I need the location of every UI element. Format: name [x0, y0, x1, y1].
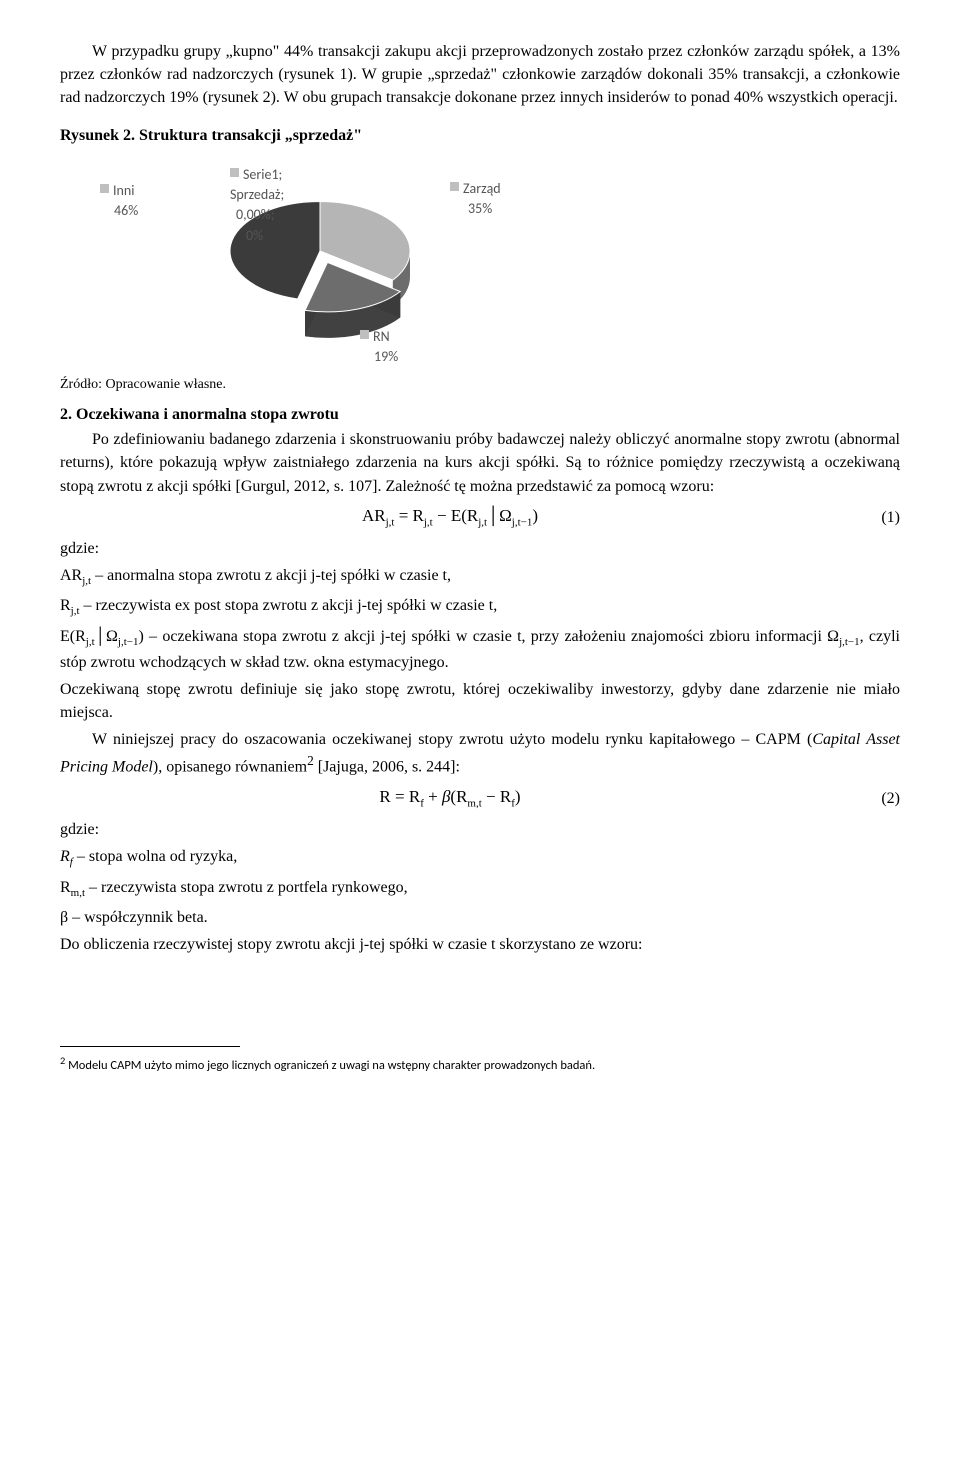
equation-1: ARj,t = Rj,t − E(Rj,t│Ωj,t−1) (1) [60, 504, 900, 531]
intro-paragraph: W przypadku grupy „kupno" 44% transakcji… [60, 40, 900, 110]
section-2-heading: 2. Oczekiwana i anormalna stopa zwrotu [60, 403, 900, 426]
where-label-2: gdzie: [60, 818, 900, 841]
pie-chart-sprzedaz: Inni 46% Serie1; Sprzedaż; 0,00%; 0% Zar… [60, 151, 660, 371]
para-capm: W niniejszej pracy do oszacowania oczeki… [60, 728, 900, 779]
equation-2: R = Rf + β(Rm,t − Rf) (2) [60, 785, 900, 812]
def-R: Rj,t – rzeczywista ex post stopa zwrotu … [60, 594, 900, 620]
figure2-title: Rysunek 2. Struktura transakcji „sprzeda… [60, 124, 900, 147]
para-expected-return-def: Oczekiwaną stopę zwrotu definiuje się ja… [60, 678, 900, 724]
section-2-para: Po zdefiniowaniu badanego zdarzenia i sk… [60, 428, 900, 498]
def-Rmt: Rm,t – rzeczywista stopa zwrotu z portfe… [60, 876, 900, 902]
def-AR: ARj,t – anormalna stopa zwrotu z akcji j… [60, 564, 900, 590]
footnote-separator [60, 1046, 240, 1047]
def-Rf: Rf – stopa wolna od ryzyka, [60, 845, 900, 871]
figure2-source: Źródło: Opracowanie własne. [60, 375, 900, 395]
pie-label-inni: Inni 46% [100, 181, 138, 222]
pie-label-zarzad: Zarząd 35% [450, 179, 501, 220]
def-E: E(Rj,t│Ωj,t−1) – oczekiwana stopa zwrotu… [60, 625, 900, 674]
pie-center-series-label: Serie1; Sprzedaż; 0,00%; 0% [230, 165, 284, 246]
footnote-2: 2 Modelu CAPM użyto mimo jego licznych o… [60, 1053, 900, 1075]
where-label-1: gdzie: [60, 537, 900, 560]
para-real-return: Do obliczenia rzeczywistej stopy zwrotu … [60, 933, 900, 956]
pie-label-rn: RN 19% [360, 327, 398, 368]
def-beta: β – współczynnik beta. [60, 906, 900, 929]
